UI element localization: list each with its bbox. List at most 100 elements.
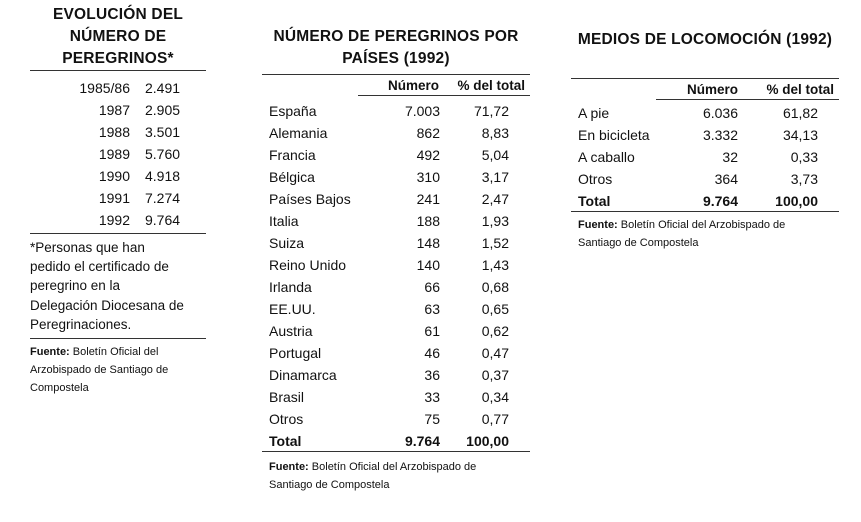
percent-cell: 0,37 <box>481 367 509 383</box>
number-cell: 7.003 <box>404 103 440 119</box>
country-cell: Portugal <box>269 345 322 361</box>
value-cell: 5.760 <box>145 146 181 162</box>
percent-cell: 0,65 <box>481 301 509 317</box>
table-row: 1987 2.905 <box>30 99 206 121</box>
source-label: Fuente: <box>30 346 70 359</box>
year-cell: 1991 <box>98 190 130 206</box>
value-cell: 2.905 <box>145 102 181 118</box>
percent-cell: 0,34 <box>481 389 509 405</box>
country-cell: Reino Unido <box>269 257 347 273</box>
number-cell: 32 <box>722 149 738 165</box>
source-note: Fuente: Boletín Oficial del Arzobispado … <box>571 216 839 252</box>
number-cell: 492 <box>416 147 440 163</box>
footnote: *Personas que han pedido el certificado … <box>30 238 206 334</box>
number-cell: 63 <box>424 301 440 317</box>
percent-cell: 71,72 <box>473 103 509 119</box>
country-cell: Dinamarca <box>269 367 337 383</box>
country-cell: Brasil <box>269 389 305 405</box>
source-label: Fuente: <box>269 461 309 473</box>
countries-title-line: PAÍSES (1992) <box>342 50 450 67</box>
percent-cell: 1,93 <box>481 213 509 229</box>
evolution-title-line: NÚMERO DE <box>69 28 167 45</box>
source-text: Santiago de Compostela <box>269 479 390 491</box>
source-note: Fuente: Boletín Oficial del Arzobispado … <box>30 343 206 397</box>
divider <box>30 338 206 340</box>
divider <box>656 99 839 100</box>
mode-cell: Otros <box>578 171 613 187</box>
value-cell: 3.501 <box>145 124 181 140</box>
table-row: Brasil 33 0,34 <box>262 386 530 408</box>
source-note: Fuente: Boletín Oficial del Arzobispado … <box>262 458 530 494</box>
number-cell: 33 <box>424 389 440 405</box>
country-cell: Alemania <box>269 125 328 141</box>
country-cell: Suiza <box>269 235 305 251</box>
country-cell: Italia <box>269 213 299 229</box>
source-label: Fuente: <box>578 219 618 231</box>
percent-cell: 0,68 <box>481 279 509 295</box>
evolution-title-line: EVOLUCIÓN DEL <box>52 6 184 23</box>
year-cell: 1990 <box>98 168 130 184</box>
table-row: Francia 492 5,04 <box>262 144 530 166</box>
country-cell: España <box>269 103 317 119</box>
source-text: Arzobispado de Santiago de <box>30 364 169 377</box>
country-cell: Otros <box>269 411 304 427</box>
table-row: Austria 61 0,62 <box>262 320 530 342</box>
country-cell: Bélgica <box>269 169 315 185</box>
number-cell: 66 <box>424 279 440 295</box>
table-row: Irlanda 66 0,68 <box>262 276 530 298</box>
source-text: Boletín Oficial del Arzobispado de <box>308 461 477 473</box>
column-header-number: Número <box>387 78 439 93</box>
countries-panel: NÚMERO DE PEREGRINOS POR PAÍSES (1992) N… <box>262 26 530 494</box>
number-cell: 6.036 <box>702 105 738 121</box>
percent-cell: 0,77 <box>481 411 509 427</box>
country-cell: EE.UU. <box>269 301 316 317</box>
column-header-percent: % del total <box>457 78 525 93</box>
evolution-title-line: PEREGRINOS* <box>62 50 174 67</box>
percent-cell: 3,73 <box>790 171 818 187</box>
table-row: España 7.003 71,72 <box>262 100 530 122</box>
table-row: Reino Unido 140 1,43 <box>262 254 530 276</box>
number-cell: 75 <box>424 411 440 427</box>
table-row: 1989 5.760 <box>30 143 206 165</box>
divider <box>30 233 206 234</box>
footnote-line: *Personas que han <box>30 240 145 255</box>
percent-cell: 1,52 <box>481 235 509 251</box>
country-cell: Austria <box>269 323 313 339</box>
table-row: 1988 3.501 <box>30 121 206 143</box>
percent-cell: 3,17 <box>481 169 509 185</box>
percent-cell: 2,47 <box>481 191 509 207</box>
mode-cell: A pie <box>578 105 610 121</box>
percent-cell: 0,33 <box>790 149 818 165</box>
percent-cell: 8,83 <box>481 125 509 141</box>
country-cell: Francia <box>269 147 316 163</box>
mode-cell: A caballo <box>578 149 635 165</box>
year-cell: 1985/86 <box>79 80 130 96</box>
footnote-line: peregrino en la <box>30 278 121 294</box>
number-cell: 36 <box>424 367 440 383</box>
number-cell: 862 <box>416 125 440 141</box>
table-row: Dinamarca 36 0,37 <box>262 364 530 386</box>
countries-title: NÚMERO DE PEREGRINOS POR PAÍSES (1992) <box>262 26 530 70</box>
total-number: 9.764 <box>702 193 738 209</box>
table-row: Países Bajos 241 2,47 <box>262 188 530 210</box>
evolution-table: 1985/86 2.491 1987 2.905 1988 3.501 1989 5.7… <box>30 77 206 233</box>
source-text: Boletín Oficial del <box>69 346 159 359</box>
number-cell: 364 <box>714 171 738 187</box>
total-percent: 100,00 <box>775 193 818 209</box>
table-row: 1990 4.918 <box>30 165 206 187</box>
number-cell: 61 <box>424 323 440 339</box>
number-cell: 46 <box>424 345 440 361</box>
percent-cell: 61,82 <box>782 105 818 121</box>
total-row: Total 9.764 100,00 <box>262 430 530 452</box>
table-row: En bicicleta 3.332 34,13 <box>571 124 839 146</box>
source-text: Boletín Oficial del Arzobispado de <box>617 219 786 231</box>
year-cell: 1992 <box>98 212 130 228</box>
table-row: Portugal 46 0,47 <box>262 342 530 364</box>
footnote-line: Peregrinaciones. <box>30 316 132 332</box>
value-cell: 4.918 <box>145 168 181 184</box>
total-percent: 100,00 <box>466 433 509 449</box>
source-text: Santiago de Compostela <box>578 237 699 249</box>
number-cell: 140 <box>416 257 440 273</box>
number-cell: 188 <box>416 213 440 229</box>
source-text: Compostela <box>30 382 89 395</box>
